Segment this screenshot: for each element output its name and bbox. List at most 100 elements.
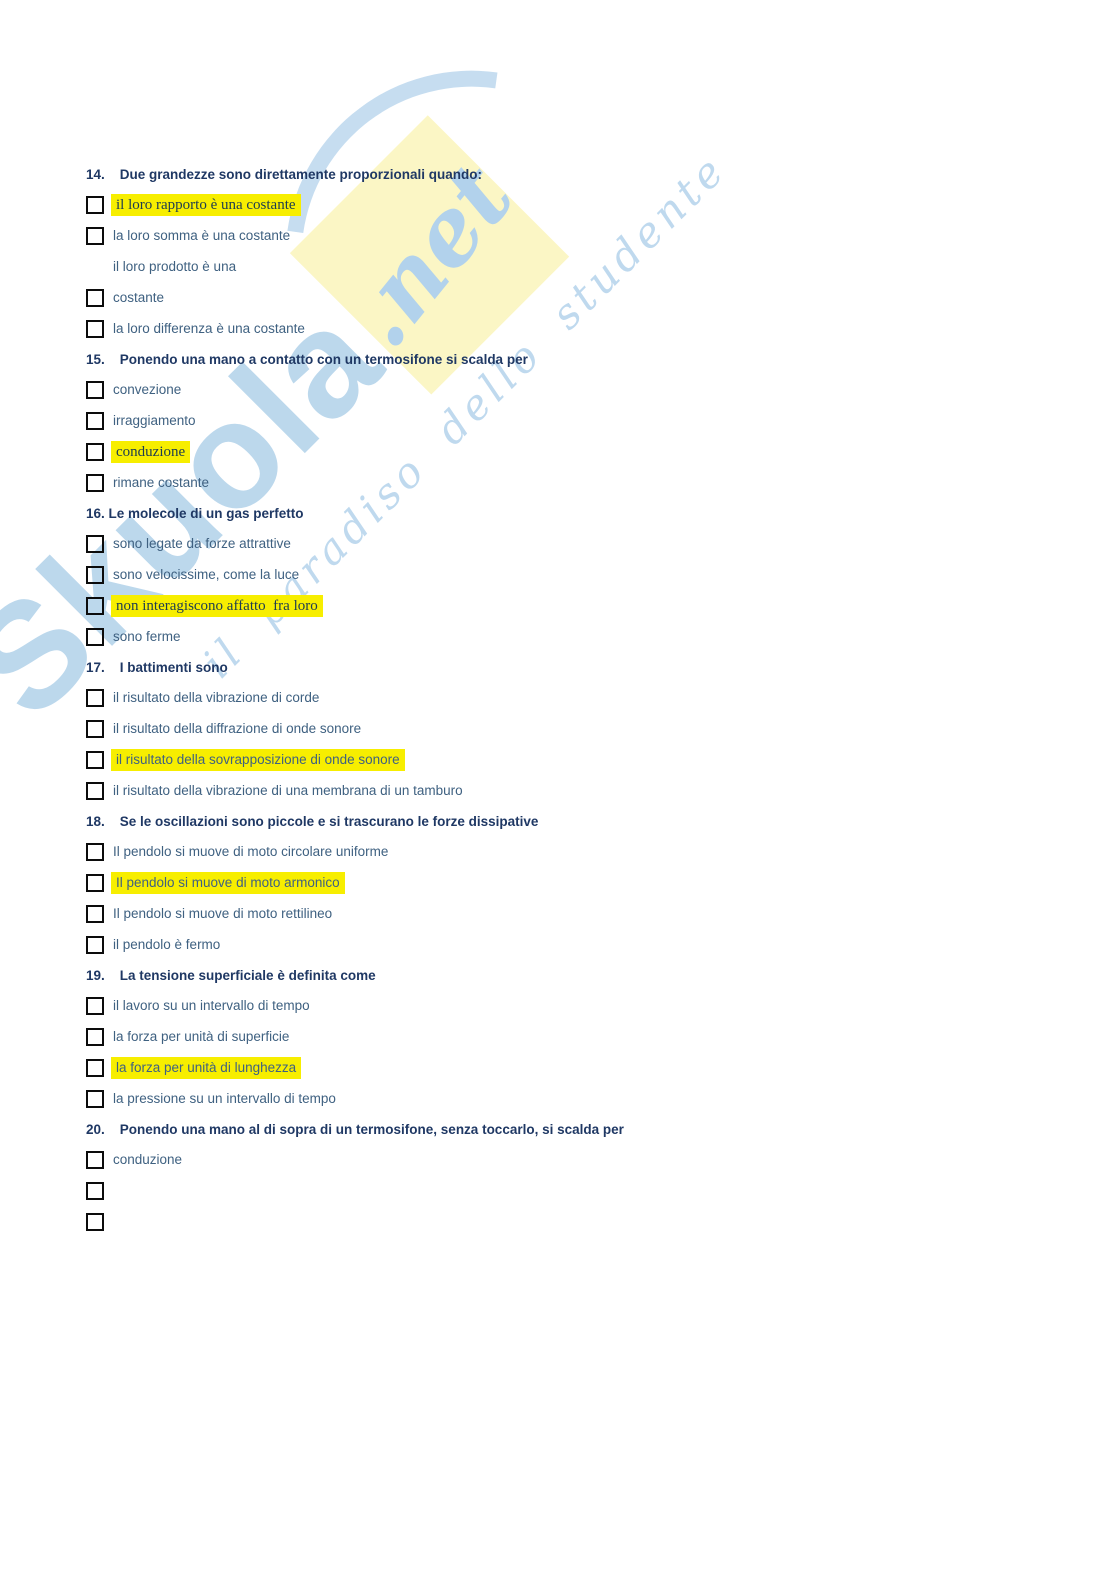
question-block: 20. Ponendo una mano al di sopra di un t… xyxy=(86,1121,746,1231)
answer-checkbox[interactable] xyxy=(86,628,104,646)
question-options: il risultato della vibrazione di corde i… xyxy=(86,689,746,800)
answer-option-label: non interagiscono affatto fra loro xyxy=(111,595,323,617)
answer-option-label: Il pendolo si muove di moto armonico xyxy=(111,872,345,894)
answer-checkbox[interactable] xyxy=(86,720,104,738)
answer-checkbox[interactable] xyxy=(86,1213,104,1231)
answer-option-label: conduzione xyxy=(113,1152,183,1167)
answer-checkbox[interactable] xyxy=(86,843,104,861)
answer-option-label: la pressione su un intervallo di tempo xyxy=(113,1091,336,1106)
answer-option-label: il pendolo è fermo xyxy=(113,937,221,952)
answer-option-label: Il pendolo si muove di moto circolare un… xyxy=(113,844,389,859)
question-block: 16. Le molecole di un gas perfetto sono … xyxy=(86,505,746,646)
answer-option-label: la loro somma è una costante xyxy=(113,228,291,243)
answer-option-row: convezione xyxy=(86,381,746,399)
answer-checkbox[interactable] xyxy=(86,320,104,338)
answer-checkbox[interactable] xyxy=(86,751,104,769)
answer-checkbox[interactable] xyxy=(86,597,104,615)
answer-option-row: conduzione xyxy=(86,441,746,463)
question-header: 16. Le molecole di un gas perfetto xyxy=(86,506,304,521)
answer-option-label: convezione xyxy=(113,382,182,397)
answer-option-row: il risultato della vibrazione di corde xyxy=(86,689,746,707)
question-options: il lavoro su un intervallo di tempo la f… xyxy=(86,997,746,1108)
answer-checkbox[interactable] xyxy=(86,689,104,707)
answer-option-row: la loro differenza è una costante xyxy=(86,320,746,338)
answer-option-row: sono ferme xyxy=(86,628,746,646)
answer-option-row: il risultato della diffrazione di onde s… xyxy=(86,720,746,738)
question-options: convezione irraggiamento conduzione rima… xyxy=(86,381,746,492)
questions-list: 14. Due grandezze sono direttamente prop… xyxy=(86,166,746,1244)
question-header: 19. La tensione superficiale è definita … xyxy=(86,968,376,983)
question-header: 18. Se le oscillazioni sono piccole e si… xyxy=(86,814,539,829)
question-options: sono legate da forze attrattive sono vel… xyxy=(86,535,746,646)
answer-checkbox[interactable] xyxy=(86,566,104,584)
question-block: 15. Ponendo una mano a contatto con un t… xyxy=(86,351,746,492)
answer-option-label: il lavoro su un intervallo di tempo xyxy=(113,998,310,1013)
answer-option-row xyxy=(86,1182,746,1200)
question-header: 17. I battimenti sono xyxy=(86,660,228,675)
question-header: 15. Ponendo una mano a contatto con un t… xyxy=(86,352,528,367)
answer-option-row: Il pendolo si muove di moto circolare un… xyxy=(86,843,746,861)
answer-option-row: rimane costante xyxy=(86,474,746,492)
answer-checkbox[interactable] xyxy=(86,443,104,461)
question-block: 18. Se le oscillazioni sono piccole e si… xyxy=(86,813,746,954)
answer-option-label: la forza per unità di superficie xyxy=(113,1029,290,1044)
question-block: 19. La tensione superficiale è definita … xyxy=(86,967,746,1108)
answer-option-row: costante xyxy=(86,289,746,307)
answer-option-label: costante xyxy=(113,290,165,305)
answer-checkbox[interactable] xyxy=(86,227,104,245)
answer-option-row: la pressione su un intervallo di tempo xyxy=(86,1090,746,1108)
answer-checkbox[interactable] xyxy=(86,997,104,1015)
answer-option-row: la forza per unità di lunghezza xyxy=(86,1057,746,1079)
answer-checkbox[interactable] xyxy=(86,874,104,892)
answer-option-label: Il pendolo si muove di moto rettilineo xyxy=(113,906,333,921)
answer-option-row: sono velocissime, come la luce xyxy=(86,566,746,584)
answer-option-row: Il pendolo si muove di moto rettilineo xyxy=(86,905,746,923)
answer-option-row: Il pendolo si muove di moto armonico xyxy=(86,872,746,894)
answer-option-row: il loro rapporto è una costante xyxy=(86,194,746,216)
question-header: 14. Due grandezze sono direttamente prop… xyxy=(86,167,483,182)
answer-option-label: sono velocissime, come la luce xyxy=(113,567,300,582)
answer-option-row: non interagiscono affatto fra loro xyxy=(86,595,746,617)
question-header: 20. Ponendo una mano al di sopra di un t… xyxy=(86,1122,624,1137)
answer-option-label: il risultato della sovrapposizione di on… xyxy=(111,749,405,771)
answer-option-row: irraggiamento xyxy=(86,412,746,430)
answer-option-row: la forza per unità di superficie xyxy=(86,1028,746,1046)
question-options: conduzione xyxy=(86,1151,746,1231)
answer-option-label: conduzione xyxy=(111,441,191,463)
answer-option-label: la loro differenza è una costante xyxy=(113,321,305,336)
answer-option-label: rimane costante xyxy=(113,475,210,490)
answer-option-label: sono ferme xyxy=(113,629,181,644)
answer-checkbox[interactable] xyxy=(86,1182,104,1200)
answer-option-row: il risultato della vibrazione di una mem… xyxy=(86,782,746,800)
question-options: Il pendolo si muove di moto circolare un… xyxy=(86,843,746,954)
answer-option-label: il loro prodotto è una xyxy=(113,259,237,274)
answer-option-row: sono legate da forze attrattive xyxy=(86,535,746,553)
answer-checkbox[interactable] xyxy=(86,289,104,307)
answer-option-row: il risultato della sovrapposizione di on… xyxy=(86,749,746,771)
answer-option-row: il loro prodotto è una xyxy=(86,258,746,276)
answer-option-label: la forza per unità di lunghezza xyxy=(111,1057,302,1079)
answer-checkbox[interactable] xyxy=(86,474,104,492)
answer-option-row: il lavoro su un intervallo di tempo xyxy=(86,997,746,1015)
answer-checkbox[interactable] xyxy=(86,535,104,553)
question-block: 17. I battimenti sono il risultato della… xyxy=(86,659,746,800)
answer-checkbox[interactable] xyxy=(86,412,104,430)
answer-checkbox[interactable] xyxy=(86,1090,104,1108)
answer-option-label: sono legate da forze attrattive xyxy=(113,536,291,551)
answer-option-label: il risultato della vibrazione di corde xyxy=(113,690,320,705)
answer-option-row: il pendolo è fermo xyxy=(86,936,746,954)
question-block: 14. Due grandezze sono direttamente prop… xyxy=(86,166,746,338)
answer-option-label: il risultato della vibrazione di una mem… xyxy=(113,783,463,798)
answer-checkbox[interactable] xyxy=(86,196,104,214)
answer-option-label: il loro rapporto è una costante xyxy=(111,194,301,216)
answer-checkbox[interactable] xyxy=(86,1059,104,1077)
answer-checkbox[interactable] xyxy=(86,381,104,399)
answer-checkbox[interactable] xyxy=(86,782,104,800)
answer-checkbox[interactable] xyxy=(86,1028,104,1046)
answer-checkbox[interactable] xyxy=(86,1151,104,1169)
answer-option-label: irraggiamento xyxy=(113,413,196,428)
answer-option-row: conduzione xyxy=(86,1151,746,1169)
answer-option-row: la loro somma è una costante xyxy=(86,227,746,245)
answer-checkbox[interactable] xyxy=(86,936,104,954)
answer-checkbox[interactable] xyxy=(86,905,104,923)
